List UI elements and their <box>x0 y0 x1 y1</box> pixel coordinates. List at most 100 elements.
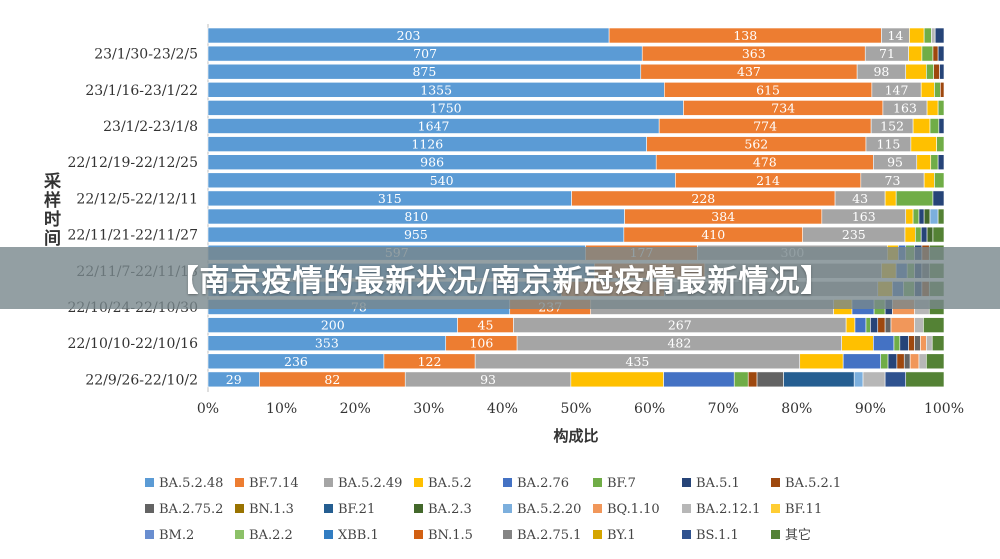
legend-swatch <box>324 478 333 487</box>
data-label: 315 <box>378 191 402 206</box>
bar-segment <box>933 63 940 80</box>
bar-segment <box>905 63 927 80</box>
data-label: 774 <box>753 119 777 134</box>
bar-segment <box>923 317 945 333</box>
data-label: 410 <box>701 227 725 242</box>
bar-segment <box>923 208 931 225</box>
bar-segment <box>842 353 882 370</box>
data-label: 615 <box>756 82 780 97</box>
bar-segment <box>905 371 945 388</box>
x-tick-label: 20% <box>340 401 371 417</box>
legend-swatch <box>145 530 154 539</box>
legend-swatch <box>593 504 602 513</box>
bar-segment <box>936 136 945 152</box>
legend-swatch <box>593 478 602 487</box>
bar-segment <box>870 317 879 333</box>
legend-label: BF.7 <box>607 476 636 491</box>
bar-segment <box>893 335 901 352</box>
data-label: 106 <box>469 336 493 351</box>
data-label: 810 <box>404 209 428 224</box>
legend-swatch <box>503 530 512 539</box>
bar-segment <box>896 353 905 370</box>
legend-swatch <box>682 530 691 539</box>
bar-segment <box>920 226 928 243</box>
bar-segment <box>931 27 936 44</box>
legend-label: BA.5.2.20 <box>517 502 581 517</box>
bar-segment <box>937 154 945 170</box>
data-label: 437 <box>737 64 761 79</box>
bar-segment <box>853 371 864 388</box>
bar-segment <box>570 371 664 388</box>
bar-segment <box>905 208 914 225</box>
legend-label: BA.2.12.1 <box>696 502 760 517</box>
legend-label: BA.2.2 <box>249 528 293 543</box>
y-tick-label: 23/1/30-23/2/5 <box>94 47 198 63</box>
bar-segment <box>903 353 911 370</box>
bar-segment <box>921 45 934 62</box>
bar-segment <box>934 82 941 98</box>
bar-segment <box>865 317 871 333</box>
bar-segment <box>909 27 925 44</box>
data-label: 236 <box>284 354 308 369</box>
x-tick-label: 70% <box>708 401 739 417</box>
bar-segment <box>930 154 939 170</box>
data-label: 163 <box>893 100 917 115</box>
bar-segment <box>920 335 927 352</box>
bar-segment <box>862 371 886 388</box>
x-tick-label: 0% <box>197 401 219 417</box>
data-label: 73 <box>885 173 901 188</box>
bar-segment <box>923 27 932 44</box>
x-tick-label: 10% <box>266 401 297 417</box>
legend-swatch <box>414 530 423 539</box>
x-axis-title: 构成比 <box>553 427 598 445</box>
legend-swatch <box>503 478 512 487</box>
data-label: 45 <box>478 318 494 333</box>
data-label: 482 <box>667 336 691 351</box>
bar-segment <box>912 208 920 225</box>
data-label: 95 <box>887 155 903 170</box>
legend-swatch <box>771 504 780 513</box>
bar-segment <box>939 63 945 80</box>
data-label: 955 <box>404 227 428 242</box>
bar-segment <box>929 118 940 134</box>
bar-segment <box>733 371 749 388</box>
bar-segment <box>932 45 939 62</box>
legend-swatch <box>235 478 244 487</box>
bar-segment <box>937 45 945 62</box>
bar-segment <box>938 118 945 134</box>
x-tick-labels: 0% 10% 20% 30% 40% 50% 60% 70% 80% 90% 100% <box>197 401 964 417</box>
bar-segment <box>884 371 907 388</box>
bar-segment <box>890 317 915 333</box>
bar-segment <box>884 190 897 207</box>
legend-label: BA.2.75.1 <box>517 528 581 543</box>
x-tick-label: 50% <box>560 401 591 417</box>
legend-label: BA.5.2 <box>428 476 472 491</box>
legend-swatch <box>235 530 244 539</box>
data-label: 562 <box>744 137 768 152</box>
bar-segment <box>926 353 945 370</box>
data-label: 71 <box>879 46 895 61</box>
bar-segment <box>934 172 945 189</box>
y-tick-label: 22/12/19-22/12/25 <box>68 155 198 171</box>
bar-segment <box>932 190 945 207</box>
bar-segment <box>926 335 933 352</box>
legend-swatch <box>145 504 154 513</box>
legend-swatch <box>324 530 333 539</box>
legend-swatch <box>771 530 780 539</box>
bar-segment <box>912 118 931 134</box>
legend-label: BS.1.1 <box>696 528 739 543</box>
data-label: 203 <box>397 28 421 43</box>
x-tick-label: 40% <box>487 401 518 417</box>
data-label: 734 <box>771 100 795 115</box>
data-label: 384 <box>711 209 735 224</box>
bar-segment <box>799 353 844 370</box>
data-label: 478 <box>753 155 777 170</box>
legend-swatch <box>414 478 423 487</box>
y-tick-label: 22/11/21-22/11/27 <box>68 228 198 244</box>
bar-segment <box>931 335 945 352</box>
bar-segment <box>914 226 922 243</box>
y-tick-label: 23/1/2-23/1/8 <box>103 119 198 135</box>
bar-segment <box>854 317 867 333</box>
legend-label: BM.2 <box>159 528 194 543</box>
y-tick-label: 22/9/26-22/10/2 <box>85 372 198 388</box>
